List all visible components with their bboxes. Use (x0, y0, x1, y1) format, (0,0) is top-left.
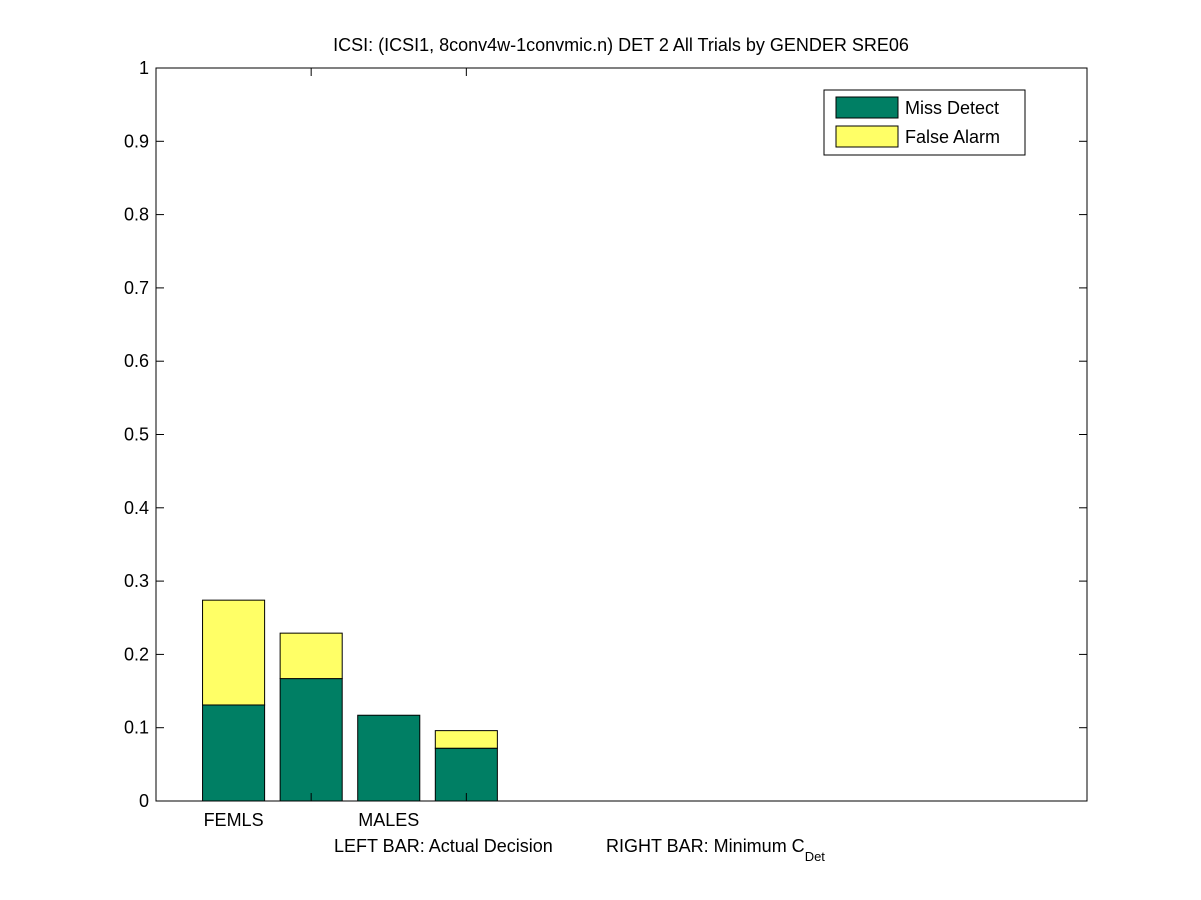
y-tick-label: 0.1 (124, 718, 149, 738)
bars-layer (202, 599, 498, 802)
y-tick-label: 0.9 (124, 131, 149, 151)
bar-femls-actual-miss-detect (202, 704, 266, 802)
legend-swatch-false-alarm (835, 125, 899, 148)
y-tick-label: 0.5 (124, 425, 149, 445)
bar-males-actual-miss-detect (357, 714, 421, 802)
y-tick-label: 0.8 (124, 205, 149, 225)
x-label-left-bar: LEFT BAR: Actual Decision (334, 836, 553, 856)
y-tick-label: 0.7 (124, 278, 149, 298)
axis-ticks-layer: 0 0.1 0.2 0.3 0.4 0.5 0.6 0.7 0.8 0.9 1 FEMLS MALES (124, 58, 1087, 830)
y-tick-label: 1 (139, 58, 149, 78)
legend: Miss Detect False Alarm (823, 89, 1026, 156)
bar-femls-min-cdet-miss-detect (279, 678, 343, 802)
bar-femls-actual-false-alarm (202, 599, 266, 706)
y-tick-label: 0.2 (124, 644, 149, 664)
y-tick-label: 0.3 (124, 571, 149, 591)
bar-males-min-cdet-false-alarm (434, 730, 498, 749)
x-label-cdet-subscript: Det (805, 849, 826, 864)
legend-swatch-miss-detect (835, 96, 899, 119)
x-axis-label: LEFT BAR: Actual Decision RIGHT BAR: Mini… (334, 836, 825, 864)
y-tick-label: 0.4 (124, 498, 149, 518)
y-tick-label: 0 (139, 791, 149, 811)
legend-label-false-alarm: False Alarm (905, 127, 1000, 147)
chart-title: ICSI: (ICSI1, 8conv4w-1convmic.n) DET 2 … (333, 35, 909, 55)
legend-label-miss-detect: Miss Detect (905, 98, 999, 118)
x-category-label: MALES (358, 810, 419, 830)
x-category-label: FEMLS (204, 810, 264, 830)
x-label-right-bar: RIGHT BAR: Minimum C (606, 836, 805, 856)
y-tick-label: 0.6 (124, 351, 149, 371)
bar-femls-min-cdet-false-alarm (279, 632, 343, 680)
